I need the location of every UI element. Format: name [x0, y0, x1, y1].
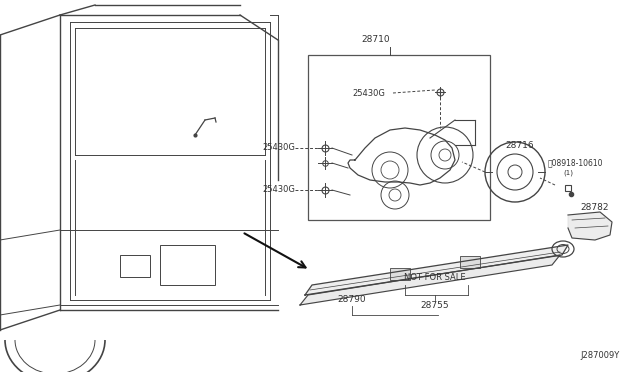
Bar	[308, 55, 490, 220]
Text: 25430G: 25430G	[352, 89, 385, 97]
Text: 25430G: 25430G	[262, 144, 295, 153]
Polygon shape	[568, 212, 612, 240]
Bar	[460, 256, 480, 268]
Polygon shape	[300, 255, 560, 305]
Bar	[160, 245, 215, 285]
Text: (1): (1)	[563, 170, 573, 176]
Text: J287009Y: J287009Y	[580, 350, 620, 359]
Text: 25430G: 25430G	[262, 186, 295, 195]
Bar	[390, 268, 410, 280]
Text: 28790: 28790	[338, 295, 366, 305]
Polygon shape	[305, 245, 568, 295]
Text: 28755: 28755	[420, 301, 449, 310]
Text: ⓝ08918-10610: ⓝ08918-10610	[548, 158, 604, 167]
Text: 28716: 28716	[505, 141, 534, 150]
Text: 28782: 28782	[580, 203, 609, 212]
Text: 28710: 28710	[362, 35, 390, 45]
Text: NOT FOR SALE: NOT FOR SALE	[404, 273, 466, 282]
Bar	[120, 255, 150, 277]
